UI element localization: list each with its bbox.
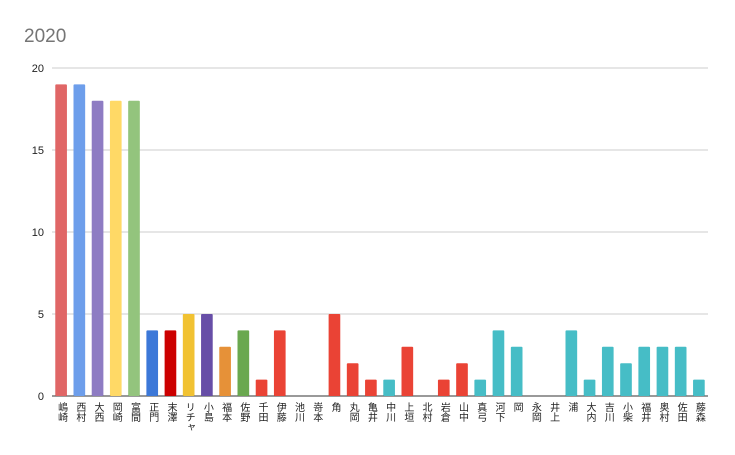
- x-tick-label: 池川: [293, 401, 305, 422]
- x-tick-label: 河下: [493, 402, 505, 423]
- x-tick-label: 中川: [384, 401, 396, 422]
- x-tick-label: 岩倉: [438, 401, 450, 423]
- y-tick-label: 15: [32, 145, 44, 157]
- x-tick-label: 山中: [457, 402, 469, 423]
- bar: [365, 379, 377, 396]
- bar: [583, 379, 596, 396]
- x-tick-label: 大西: [92, 401, 104, 422]
- x-tick-label: 嶋崎: [56, 401, 68, 422]
- bar: [383, 379, 395, 396]
- x-tick-label: 富間: [129, 401, 141, 423]
- bar: [273, 330, 286, 396]
- bar: [255, 379, 268, 396]
- x-tick-label: 佐野: [238, 402, 250, 422]
- y-tick-label: 0: [38, 391, 44, 403]
- x-tick-label: 井上: [548, 401, 560, 422]
- bar: [401, 346, 414, 396]
- bar: [237, 330, 250, 396]
- x-tick-label: 吉川: [602, 402, 614, 422]
- bar: [437, 379, 450, 396]
- x-tick-label: 永岡: [529, 401, 541, 423]
- bar: [128, 100, 140, 397]
- bar: [109, 100, 122, 397]
- x-tick-label: 真弓: [475, 401, 487, 423]
- x-tick-label: 嵜本: [311, 402, 323, 423]
- bar: [656, 346, 669, 396]
- x-tick-label: 岡崎: [110, 402, 122, 422]
- x-tick-label: 藤森: [693, 402, 705, 423]
- x-tick-label: 正門: [147, 402, 159, 423]
- bar: [638, 346, 651, 396]
- y-tick-label: 10: [32, 227, 44, 239]
- chart-title: 2020: [24, 26, 66, 47]
- bar: [492, 330, 505, 396]
- x-tick-label: 末澤: [165, 401, 177, 422]
- bar: [693, 379, 705, 396]
- x-tick-label: 西村: [74, 402, 86, 422]
- bar: [565, 330, 578, 396]
- bar: [164, 330, 177, 396]
- bar: [328, 314, 341, 396]
- bar: [73, 84, 86, 397]
- x-tick-label: 亀井: [365, 401, 377, 423]
- x-tick-label: リチャ: [183, 402, 194, 432]
- bar: [55, 84, 67, 397]
- x-tick-label: 福井: [639, 401, 651, 423]
- bar: [146, 330, 159, 396]
- x-tick-label: 佐田: [675, 402, 687, 422]
- y-tick-label: 20: [32, 63, 44, 75]
- bar: [346, 363, 359, 396]
- y-tick-label: 5: [38, 309, 44, 321]
- x-tick-label: 岡: [511, 402, 523, 413]
- x-tick-label: 北村: [420, 402, 432, 422]
- bar: [201, 314, 213, 396]
- bar: [674, 346, 687, 396]
- bar: [182, 314, 195, 396]
- x-tick-label: 奥村: [657, 401, 669, 422]
- x-tick-label: 千田: [256, 402, 268, 422]
- bar: [474, 379, 487, 396]
- bar: [91, 100, 104, 397]
- bar: [620, 363, 632, 396]
- x-tick-label: 大内: [584, 401, 596, 423]
- bar: [456, 363, 468, 396]
- bar: [510, 346, 523, 396]
- x-tick-label: 浦: [566, 401, 578, 413]
- x-tick-label: 上垣: [402, 402, 414, 422]
- x-tick-label: 丸岡: [347, 401, 359, 423]
- x-tick-label: 小島: [201, 402, 213, 423]
- bar: [219, 346, 231, 396]
- x-tick-label: 角: [329, 402, 341, 413]
- x-tick-label: 伊藤: [274, 402, 286, 423]
- bar: [601, 346, 614, 396]
- x-tick-label: 福本: [220, 401, 232, 423]
- x-tick-label: 小柴: [621, 402, 633, 423]
